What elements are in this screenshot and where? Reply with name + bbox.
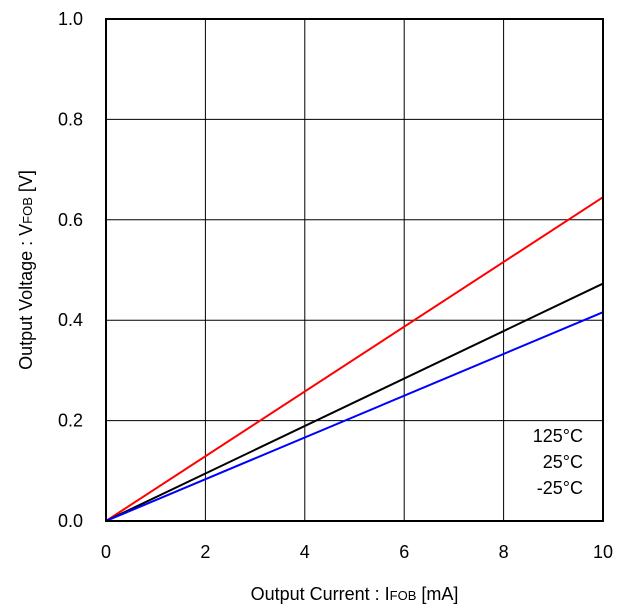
x-tick-labels: 0 2 4 6 8 10	[101, 542, 613, 562]
y-axis-title-sub: FOB	[20, 197, 35, 224]
y-axis-title-suffix: [V]	[16, 170, 36, 197]
series-line-0	[105, 196, 604, 522]
y-tick-label-3: 0.6	[58, 210, 83, 230]
y-axis-title: Output Voltage : VFOB [V]	[16, 170, 36, 370]
x-tick-label-4: 8	[499, 542, 509, 562]
plot-frame	[105, 18, 604, 522]
y-tick-label-1: 0.2	[58, 411, 83, 431]
y-tick-label-4: 0.8	[58, 109, 83, 129]
legend-label-1: 25°C	[543, 452, 583, 472]
y-axis-title-prefix: Output Voltage : V	[16, 224, 36, 370]
x-axis-title-prefix: Output Current : I	[251, 584, 390, 604]
x-tick-label-2: 4	[300, 542, 310, 562]
x-tick-label-0: 0	[101, 542, 111, 562]
series-lines	[105, 196, 604, 522]
x-tick-label-1: 2	[200, 542, 210, 562]
y-tick-label-5: 1.0	[58, 9, 83, 29]
y-tick-labels: 0.0 0.2 0.4 0.6 0.8 1.0	[58, 9, 83, 531]
legend: 125°C 25°C -25°C	[533, 426, 583, 498]
y-tick-label-0: 0.0	[58, 511, 83, 531]
x-axis-title-suffix: [mA]	[416, 584, 458, 604]
legend-label-2: -25°C	[537, 478, 583, 498]
series-line-2	[105, 311, 604, 522]
y-tick-label-2: 0.4	[58, 310, 83, 330]
grid	[106, 19, 603, 521]
x-tick-label-3: 6	[399, 542, 409, 562]
x-tick-label-5: 10	[593, 542, 613, 562]
x-axis-title: Output Current : IFOB [mA]	[251, 584, 459, 604]
series-line-1	[105, 282, 604, 522]
x-axis-title-sub: FOB	[390, 588, 417, 603]
legend-label-0: 125°C	[533, 426, 583, 446]
